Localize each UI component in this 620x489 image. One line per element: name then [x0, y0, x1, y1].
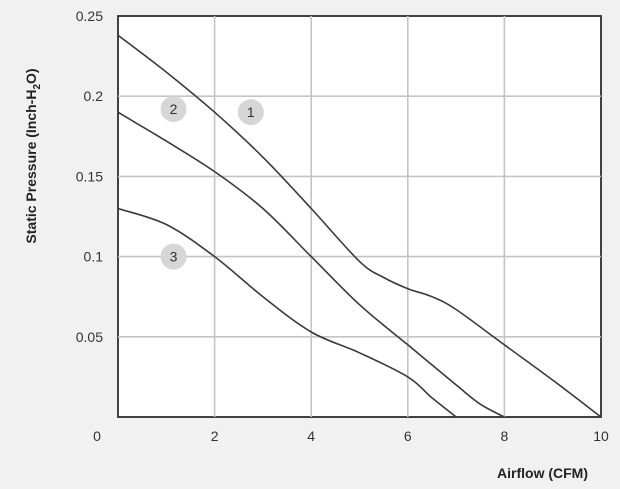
series-label-badge-1: [237, 99, 264, 126]
series-labels: 1 2 3: [160, 96, 264, 270]
series-label-3: 3: [170, 249, 178, 265]
y-tick-label: 0.1: [84, 249, 104, 265]
x-tick-label: 2: [211, 428, 219, 444]
y-tick-label: 0.15: [76, 168, 103, 184]
y-tick-label: 0.2: [84, 88, 104, 104]
y-axis-ticks: 0.05 0.1 0.15 0.2 0.25: [76, 8, 103, 345]
x-tick-label: 10: [593, 428, 609, 444]
series-line-2: [117, 111, 505, 418]
series-curves: [117, 34, 602, 418]
y-tick-label: 0.25: [76, 8, 103, 24]
x-tick-label: 0: [93, 428, 101, 444]
x-axis-label: Airflow (CFM): [497, 465, 588, 481]
y-tick-label: 0.05: [76, 329, 103, 345]
series-line-1: [117, 34, 602, 418]
x-tick-label: 8: [501, 428, 509, 444]
series-label-2: 2: [170, 101, 178, 117]
series-label-badge-3: [160, 243, 187, 270]
x-tick-label: 6: [404, 428, 412, 444]
plot-area: [117, 15, 602, 418]
series-label-1: 1: [247, 104, 255, 120]
y-axis-label: Static Pressure (Inch-H2O): [23, 68, 43, 243]
grid-lines: [118, 16, 601, 417]
x-tick-label: 4: [307, 428, 315, 444]
x-axis-ticks: 0 2 4 6 8 10: [93, 428, 609, 444]
series-line-3: [117, 207, 457, 418]
series-label-badge-2: [160, 96, 187, 123]
